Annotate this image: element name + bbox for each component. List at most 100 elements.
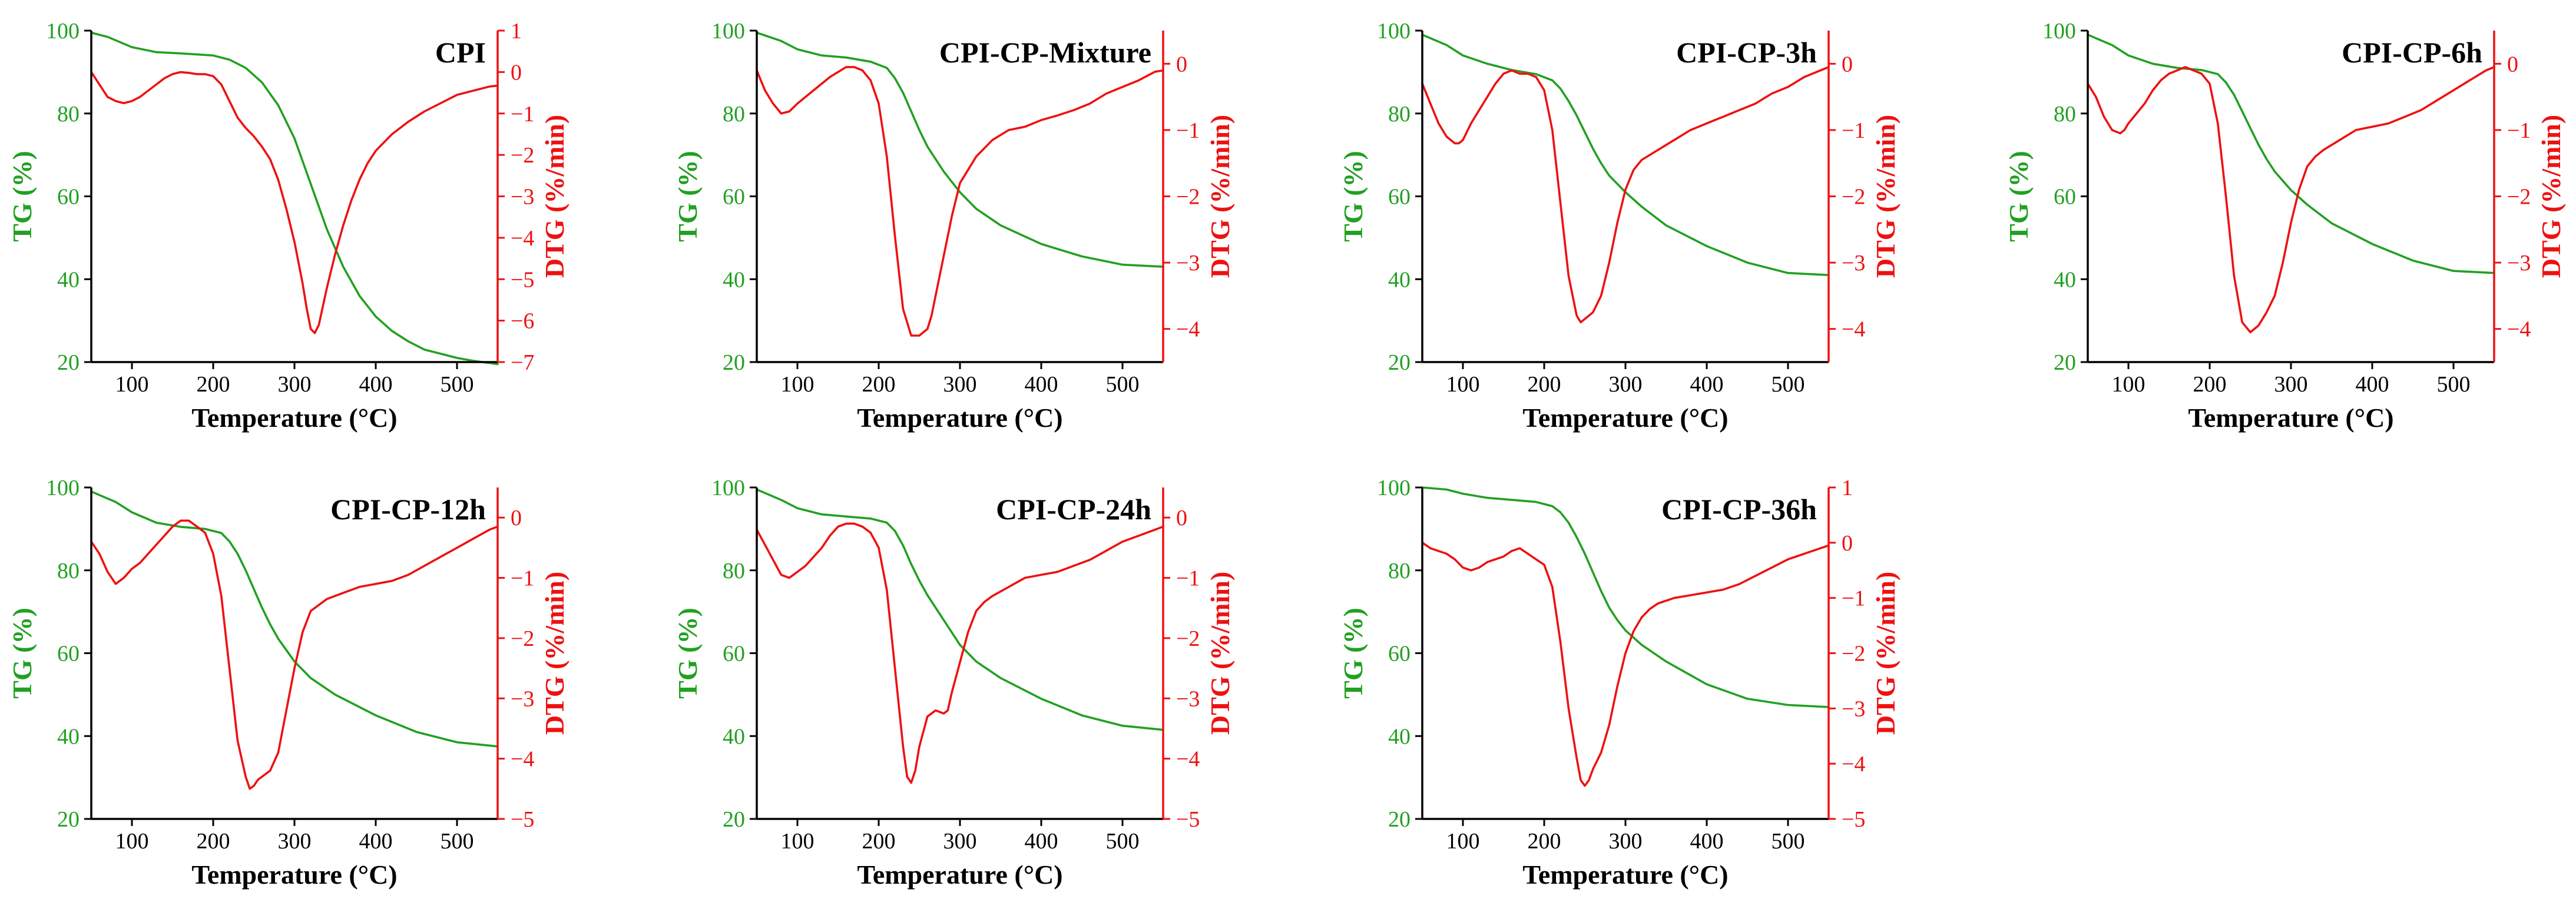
dtg-axis-title: DTG (%/min) (539, 115, 569, 278)
x-tick-label: 200 (1528, 829, 1561, 854)
tg-tick-label: 40 (1388, 724, 1410, 749)
dtg-tick-label: 0 (1176, 52, 1187, 77)
dtg-axis-title: DTG (%/min) (1870, 115, 1900, 278)
tg-curve-line (756, 488, 1164, 731)
x-tick-label: 500 (1772, 372, 1805, 397)
dtg-tick-label: −3 (1842, 696, 1865, 721)
x-tick-label: 400 (359, 829, 393, 854)
tg-tick-label: 100 (1377, 476, 1410, 500)
dtg-tick-label: 0 (1842, 52, 1853, 77)
x-tick-label: 200 (862, 372, 896, 397)
x-tick-label: 500 (1772, 829, 1805, 854)
dtg-tick-label: −1 (1842, 586, 1865, 611)
dtg-tick-label: −2 (2507, 185, 2531, 210)
tg-tick-label: 60 (2054, 185, 2076, 210)
dtg-tick-label: −4 (511, 747, 534, 772)
tg-axis-title: TG (%) (7, 151, 37, 242)
tg-tick-label: 20 (723, 807, 745, 832)
dtg-tick-label: −7 (511, 350, 534, 375)
x-tick-label: 200 (197, 829, 230, 854)
dtg-axis-title: DTG (%/min) (1205, 115, 1235, 278)
tg-tick-label: 40 (1388, 267, 1410, 292)
tg-tick-label: 20 (1388, 350, 1410, 375)
tg-curve-line (90, 490, 499, 748)
tg-axis-title: TG (%) (2004, 151, 2034, 242)
x-tick-label: 400 (1025, 372, 1058, 397)
panel-title: CPI (435, 36, 486, 69)
dtg-tick-label: −3 (511, 686, 534, 711)
x-tick-label: 200 (1528, 372, 1561, 397)
dtg-tick-label: 1 (511, 19, 522, 44)
x-axis-title: Temperature (°C) (857, 403, 1062, 433)
tg-tick-label: 60 (723, 642, 745, 666)
x-tick-label: 400 (2356, 372, 2389, 397)
dtg-tick-label: 0 (511, 506, 522, 530)
tg-tick-label: 80 (1388, 102, 1410, 127)
dtg-axis-title: DTG (%/min) (1870, 572, 1900, 735)
dtg-tick-label: −1 (511, 566, 534, 591)
tg-tick-label: 80 (1388, 559, 1410, 583)
tg-tick-label: 40 (2054, 267, 2076, 292)
x-tick-label: 200 (2193, 372, 2227, 397)
tg-tick-label: 20 (1388, 807, 1410, 832)
x-tick-label: 400 (1025, 829, 1058, 854)
x-tick-label: 200 (862, 829, 896, 854)
x-tick-label: 100 (115, 829, 149, 854)
x-tick-label: 300 (2274, 372, 2308, 397)
dtg-curve-line (1421, 66, 1830, 324)
dtg-axis-title: DTG (%/min) (1205, 572, 1235, 735)
dtg-tick-label: 0 (511, 60, 522, 85)
dtg-tick-label: −5 (1842, 807, 1865, 832)
x-axis-title: Temperature (°C) (1522, 860, 1728, 890)
x-axis-title: Temperature (°C) (191, 860, 397, 890)
dtg-axis-title: DTG (%/min) (539, 572, 569, 735)
dtg-tick-label: −2 (1842, 642, 1865, 666)
panel-title: CPI-CP-24h (996, 493, 1151, 526)
x-tick-label: 300 (943, 372, 977, 397)
tg-axis-title: TG (%) (7, 608, 37, 699)
x-tick-label: 100 (1446, 829, 1480, 854)
tg-axis-title: TG (%) (1338, 151, 1368, 242)
x-tick-label: 400 (359, 372, 393, 397)
tg-curve-line (90, 31, 499, 366)
x-axis-title: Temperature (°C) (2188, 403, 2393, 433)
tg-axis-title: TG (%) (673, 151, 703, 242)
x-tick-label: 500 (2437, 372, 2471, 397)
dtg-tick-label: −4 (1842, 317, 1865, 342)
x-tick-label: 300 (1609, 372, 1643, 397)
tg-dtg-panel-6: 100 200 300 400 500 20 40 60 80 100 0 −1 −2 −3 −4 −5 Tem… (673, 476, 1235, 890)
tg-tick-label: 40 (57, 724, 80, 749)
dtg-curve-line (1421, 541, 1830, 787)
tg-tick-label: 60 (57, 642, 80, 666)
tg-tick-label: 80 (723, 102, 745, 127)
tg-tick-label: 80 (2054, 102, 2076, 127)
x-tick-label: 500 (441, 829, 474, 854)
dtg-tick-label: −2 (1176, 626, 1200, 651)
tg-curve-line (1421, 34, 1830, 277)
x-tick-label: 300 (943, 829, 977, 854)
tg-dtg-panel-7: 100 200 300 400 500 20 40 60 80 100 1 0 −1 −2 −3 −4 −5 Te… (1338, 476, 1900, 890)
x-tick-label: 100 (115, 372, 149, 397)
x-axis-title: Temperature (°C) (1522, 403, 1728, 433)
tg-tick-label: 100 (1377, 19, 1410, 44)
x-tick-label: 300 (278, 372, 312, 397)
dtg-tick-label: 1 (1842, 476, 1853, 500)
dtg-tick-label: −1 (1176, 566, 1200, 591)
tg-tick-label: 100 (711, 19, 745, 44)
tg-tick-label: 40 (723, 724, 745, 749)
tg-tick-label: 100 (46, 476, 80, 500)
dtg-tick-label: −1 (1176, 118, 1200, 143)
x-axis-title: Temperature (°C) (857, 860, 1062, 890)
x-tick-label: 500 (1106, 829, 1140, 854)
panel-title: CPI-CP-36h (1661, 493, 1817, 526)
tg-tick-label: 100 (46, 19, 80, 44)
tg-tick-label: 20 (57, 807, 80, 832)
dtg-tick-label: −3 (1842, 251, 1865, 276)
tg-tick-label: 40 (723, 267, 745, 292)
tg-tick-label: 20 (723, 350, 745, 375)
dtg-curve-line (90, 519, 499, 790)
x-tick-label: 100 (781, 372, 814, 397)
dtg-tick-label: −1 (511, 102, 534, 127)
dtg-tick-label: −3 (1176, 251, 1200, 276)
